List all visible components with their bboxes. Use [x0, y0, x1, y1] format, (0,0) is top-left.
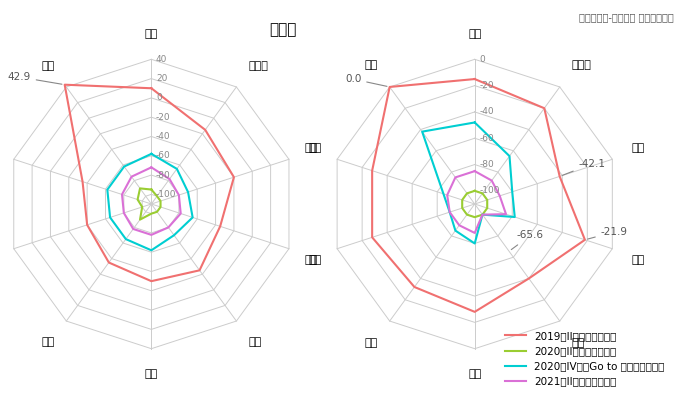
Text: 0: 0 [156, 94, 162, 102]
Text: 北海道: 北海道 [248, 61, 268, 71]
Text: 関東: 関東 [632, 255, 645, 265]
Text: （「良い」-「悪い」 今期の水準）: （「良い」-「悪い」 今期の水準） [579, 12, 674, 22]
Text: -40: -40 [480, 108, 494, 116]
Text: -80: -80 [156, 170, 171, 180]
Text: -100: -100 [480, 186, 500, 195]
Text: -80: -80 [480, 160, 494, 169]
Text: 中部: 中部 [572, 338, 585, 348]
Text: 近畏: 近畏 [468, 369, 482, 379]
Legend: 2019年II期（コロナ前）, 2020年II期（コロナ禅）, 2020年IV期（Go to イベント期間）, 2021年II期（コロナ禅）: 2019年II期（コロナ前）, 2020年II期（コロナ禅）, 2020年IV期… [501, 327, 669, 391]
Text: 沖縄: 沖縄 [365, 60, 378, 70]
Text: -21.9: -21.9 [588, 227, 627, 239]
Text: -42.1: -42.1 [562, 159, 605, 175]
Text: 北海道: 北海道 [572, 60, 592, 70]
Text: 全国: 全国 [144, 29, 158, 39]
Text: 東北: 東北 [632, 143, 645, 153]
Text: 20: 20 [156, 74, 167, 83]
Text: -65.6: -65.6 [511, 230, 544, 250]
Text: 中部: 中部 [248, 337, 261, 347]
Text: 0: 0 [480, 55, 485, 64]
Text: 中国: 中国 [41, 337, 54, 347]
Text: -60: -60 [480, 134, 494, 143]
Text: 宿泊業: 宿泊業 [270, 22, 297, 38]
Text: 九州: 九州 [304, 143, 318, 153]
Text: 四国: 四国 [304, 255, 318, 265]
Text: 42.9: 42.9 [8, 72, 62, 84]
Text: 0.0: 0.0 [345, 74, 387, 86]
Text: 沖縄: 沖縄 [41, 61, 54, 71]
Text: 40: 40 [156, 55, 167, 64]
Text: -20: -20 [156, 113, 171, 122]
Text: -40: -40 [156, 132, 171, 141]
Text: 全国: 全国 [468, 29, 482, 39]
Text: 近畏: 近畏 [144, 369, 158, 379]
Text: 東北: 東北 [308, 143, 321, 153]
Text: -100: -100 [156, 190, 177, 199]
Text: -20: -20 [480, 81, 494, 90]
Text: -60: -60 [156, 151, 171, 160]
Text: 関東: 関東 [308, 255, 321, 265]
Text: 中国: 中国 [365, 338, 378, 348]
